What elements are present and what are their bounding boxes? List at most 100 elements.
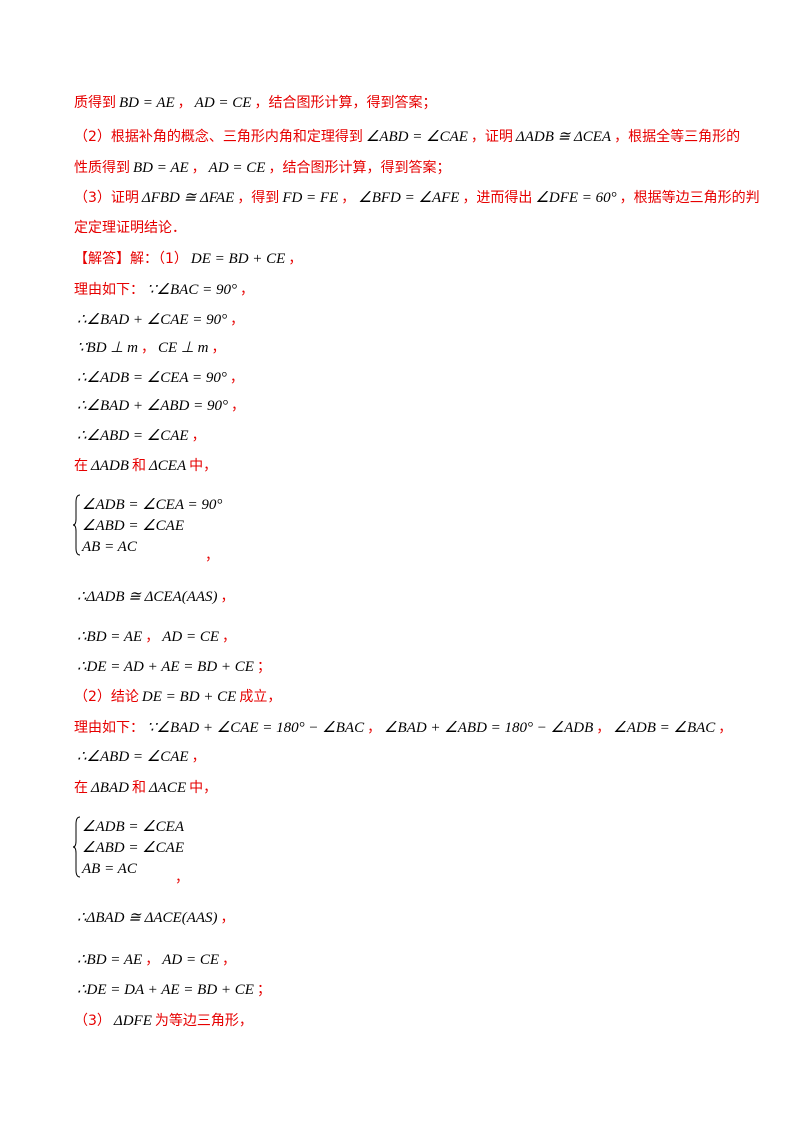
text-line: ∴DE = AD + AE = BD + CE； <box>74 657 271 677</box>
text: 理由如下： <box>74 282 144 298</box>
text: ， <box>222 629 237 645</box>
math: ∴DE = DA + AE = BD + CE <box>77 982 254 998</box>
math: AD = CE <box>194 95 252 111</box>
math: ∠ADB = ∠CEA <box>82 819 185 835</box>
text: ，得到 <box>237 190 280 206</box>
text: ， <box>718 720 733 736</box>
math: AB = AC <box>82 539 137 555</box>
math: ∵∠BAD + ∠CAE = 180° − ∠BAC <box>147 720 365 736</box>
text: 在 <box>74 780 88 796</box>
text: ， <box>596 720 611 736</box>
math: AD = CE <box>162 629 220 645</box>
math: FD = FE <box>282 190 339 206</box>
text: ，根据全等三角形的 <box>614 129 741 145</box>
math: ∠DFE = 60° <box>535 190 617 206</box>
math: ∠ADB = ∠BAC <box>613 720 716 736</box>
math: ΔDFE <box>113 1013 152 1029</box>
text-line: （3）证明 ΔFBD ≅ ΔFAE ，得到 FD = FE， ∠BFD = ∠AFE ，进… <box>74 188 760 208</box>
text-line: 质得到 BD = AE， AD = CE ，结合图形计算，得到答案； <box>74 93 436 113</box>
math: ∵∠BAC = 90° <box>147 282 237 298</box>
text-line: ∴∠BAD + ∠CAE = 90°， <box>74 310 244 330</box>
text: （3）证明 <box>74 190 139 206</box>
text-line: （2）结论 DE = BD + CE 成立， <box>74 687 281 707</box>
text-line: ∴DE = DA + AE = BD + CE； <box>74 980 271 1000</box>
math: DE = BD + CE <box>141 689 237 705</box>
text: 成立， <box>239 689 282 705</box>
math: AB = AC <box>82 861 137 877</box>
text-line: 在 ΔBAD 和 ΔACE 中， <box>74 778 217 798</box>
text-line: ∴BD = AE， AD = CE， <box>74 627 236 647</box>
text-line: ∵BD ⊥ m， CE ⊥ m， <box>74 338 226 358</box>
math: ∴DE = AD + AE = BD + CE <box>77 659 254 675</box>
text: ， <box>140 340 155 356</box>
text-line: 性质得到 BD = AE， AD = CE ，结合图形计算，得到答案； <box>74 158 450 178</box>
math: ∠ABD = ∠CAE <box>82 840 185 856</box>
math: ∴∠ABD = ∠CAE <box>77 749 189 765</box>
text: ， <box>145 952 160 968</box>
math: ΔACE <box>148 780 187 796</box>
text-line: ∴ΔADB ≅ ΔCEA(AAS)， <box>74 587 235 607</box>
text: ， <box>341 190 356 206</box>
text: ，结合图形计算，得到答案； <box>268 160 451 176</box>
math: ∴BD = AE <box>77 952 143 968</box>
text: （2）结论 <box>74 689 139 705</box>
text: ， <box>367 720 382 736</box>
text: ， <box>145 629 160 645</box>
math: DE = BD + CE <box>190 251 286 267</box>
text: ， <box>231 398 245 414</box>
text: ， <box>288 251 303 267</box>
math: ∴∠BAD + ∠ABD = 90° <box>77 398 228 414</box>
text: ， <box>229 370 244 386</box>
text: ，结合图形计算，得到答案； <box>254 95 437 111</box>
text-line: ∴∠ABD = ∠CAE， <box>74 426 206 446</box>
text: 定定理证明结论． <box>74 220 186 236</box>
math: ∠ABD = ∠CAE <box>82 518 185 534</box>
text-line: ∴BD = AE， AD = CE， <box>74 950 236 970</box>
text-line: 在 ΔADB 和 ΔCEA 中， <box>74 456 217 476</box>
text: ， <box>191 428 206 444</box>
math: ∴∠BAD + ∠CAE = 90° <box>77 312 228 328</box>
text-line: 【解答】解：（1） DE = BD + CE， <box>74 249 302 269</box>
text-line: ∴∠ABD = ∠CAE， <box>74 747 206 767</box>
brace <box>72 494 81 556</box>
text: 理由如下： <box>74 720 144 736</box>
text-line: 理由如下： ∵∠BAC = 90°， <box>74 280 254 300</box>
text: ， <box>177 95 192 111</box>
math: ∠ABD = ∠CAE <box>365 129 468 145</box>
text-line: 理由如下： ∵∠BAD + ∠CAE = 180° − ∠BAC， ∠BAD + ∠… <box>74 718 732 738</box>
text: ，证明 <box>470 129 513 145</box>
text: ， <box>230 312 245 328</box>
text: 中， <box>189 780 218 796</box>
math: ΔADB <box>91 458 129 474</box>
math: CE ⊥ m <box>157 340 209 356</box>
math: BD = AE <box>119 95 175 111</box>
text: ； <box>256 982 271 998</box>
text: 和 <box>131 458 146 474</box>
text: ； <box>256 659 271 675</box>
text: 为等边三角形， <box>154 1013 253 1029</box>
math: ∴ΔADB ≅ ΔCEA(AAS) <box>77 589 218 605</box>
math: ΔBAD <box>91 780 129 796</box>
text: ，进而得出 <box>462 190 533 206</box>
math: ∠ADB = ∠CEA = 90° <box>82 497 223 513</box>
math: ∴∠ADB = ∠CEA = 90° <box>77 370 227 386</box>
text: 【解答】解：（1） <box>74 251 188 267</box>
math: ∵BD ⊥ m <box>77 340 138 356</box>
text: ， <box>220 910 235 926</box>
text: ， <box>191 160 206 176</box>
text-line: （3） ΔDFE 为等边三角形， <box>74 1011 253 1031</box>
brace <box>72 816 81 878</box>
text: ， <box>191 749 206 765</box>
punctuation: ， <box>175 870 189 886</box>
math: BD = AE <box>133 160 189 176</box>
text: ， <box>220 589 235 605</box>
math: ∴BD = AE <box>77 629 143 645</box>
text: 中， <box>189 458 218 474</box>
text: 和 <box>131 780 146 796</box>
text: ， <box>211 340 226 356</box>
math: ∴ΔBAD ≅ ΔACE(AAS) <box>77 910 218 926</box>
text-line: （2）根据补角的概念、三角形内角和定理得到 ∠ABD = ∠CAE ，证明 ΔADB … <box>74 127 740 147</box>
text: 质得到 <box>74 95 116 111</box>
text-line: ∴∠BAD + ∠ABD = 90°， <box>74 396 245 416</box>
text: （3） <box>74 1013 111 1029</box>
